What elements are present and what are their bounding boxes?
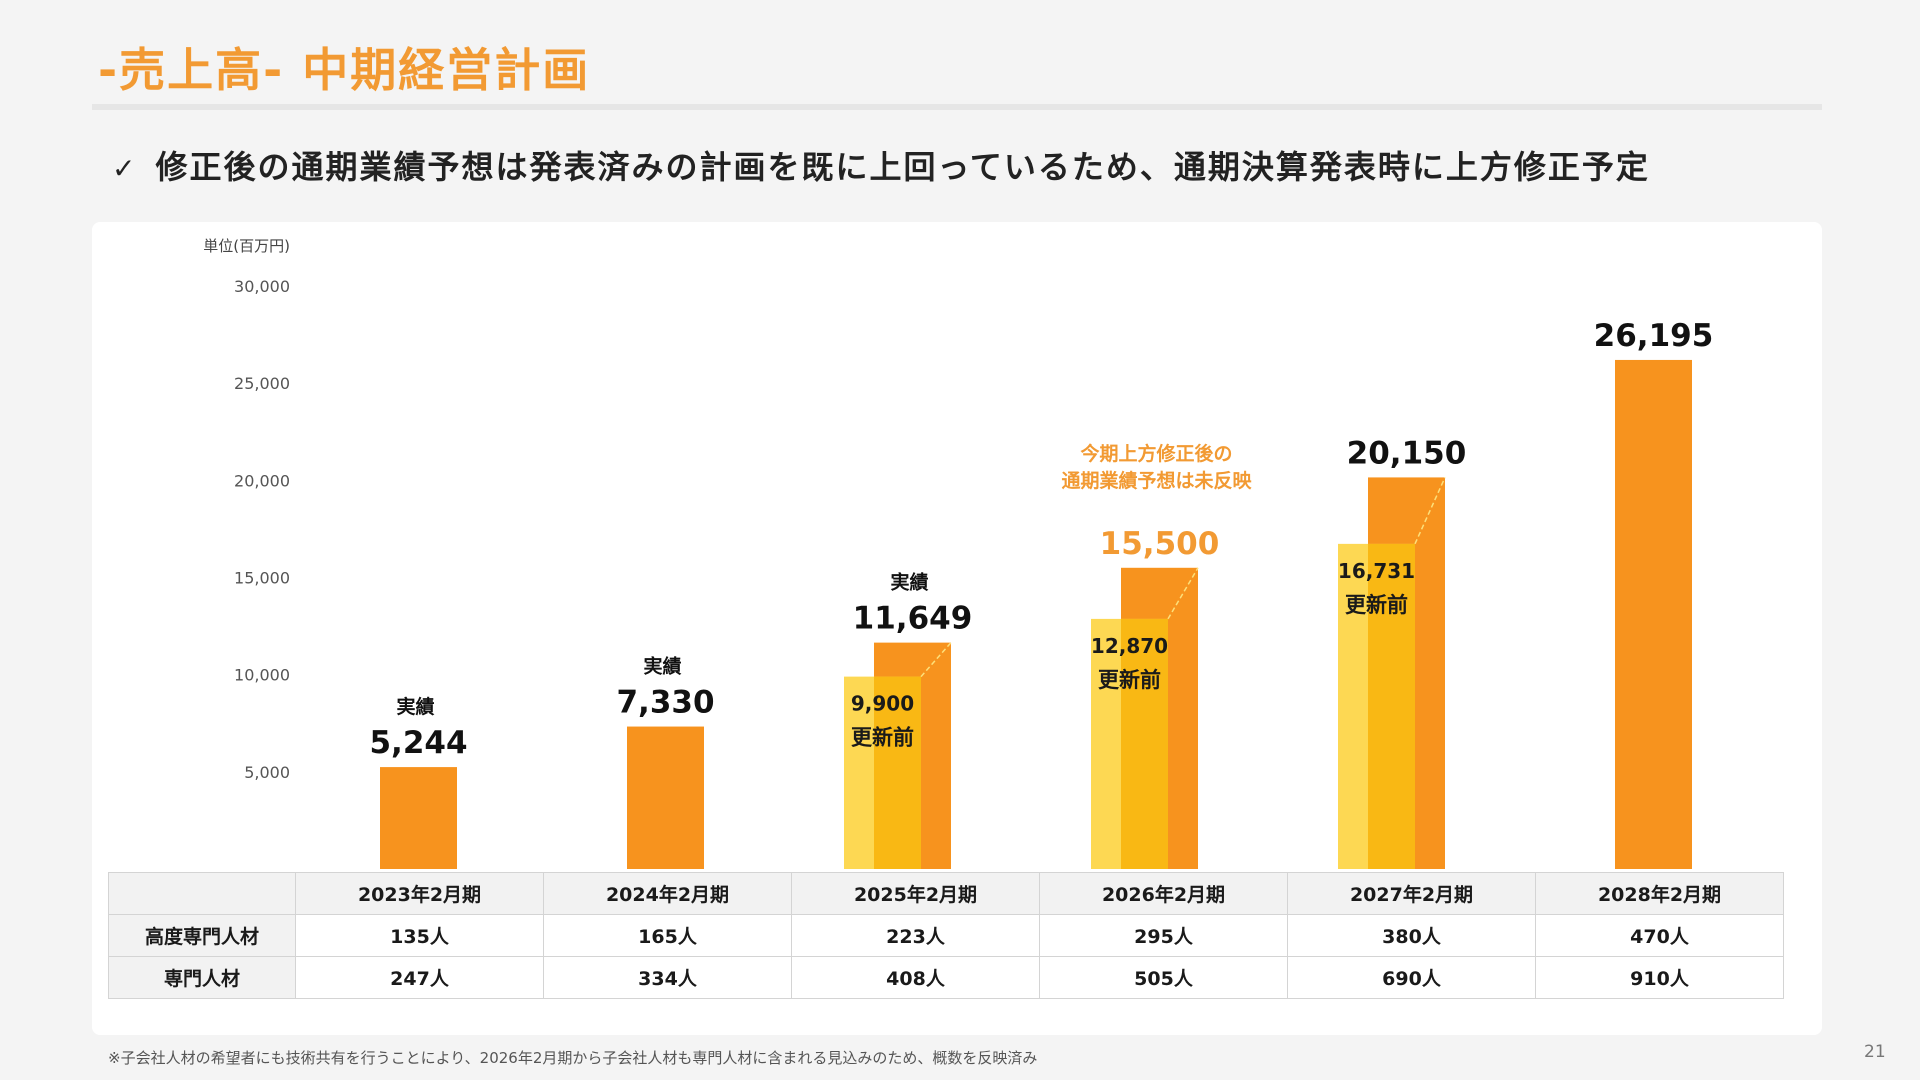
column-header: 2026年2月期 [1039,872,1288,915]
table-cell: 165人 [543,914,792,957]
connector-line [1414,477,1446,545]
previous-tag-label: 更新前 [851,726,914,750]
current-value-label: 20,150 [1347,435,1467,471]
actual-tag-label: 実績 [890,571,928,594]
footnote: ※子会社人材の希望者にも技術共有を行うことにより、2026年2月期から子会社人材… [108,1049,1038,1067]
row-header: 高度専門人材 [108,914,296,957]
annotation-line: 今期上方修正後の [1079,442,1232,465]
column-header: 2027年2月期 [1287,872,1536,915]
y-tick-label: 25,000 [234,374,290,393]
check-icon: ✓ [112,152,138,185]
table-row: 専門人材 247人 334人 408人 505人 690人 910人 [108,956,1784,999]
table-cell: 408人 [791,956,1040,999]
key-message-text: 修正後の通期業績予想は発表済みの計画を既に上回っているため、通期決算発表時に上方… [155,148,1650,186]
actual-tag-label: 実績 [643,655,681,678]
previous-value-label: 12,870 [1091,634,1168,658]
table-cell: 380人 [1287,914,1536,957]
bar-current [627,726,704,869]
bar-overlap [874,676,921,869]
previous-value-label: 16,731 [1338,559,1415,583]
y-tick-label: 20,000 [234,471,290,490]
y-tick-label: 15,000 [234,569,290,588]
key-message: ✓ 修正後の通期業績予想は発表済みの計画を既に上回っているため、通期決算発表時に上… [112,142,1650,188]
current-value-label: 15,500 [1100,526,1220,562]
unit-label: 単位(百万円) [203,237,290,255]
column-header: 2024年2月期 [543,872,792,915]
annotation-line: 通期業績予想は未反映 [1061,469,1252,492]
table-cell: 295人 [1039,914,1288,957]
bar-overlap [1121,618,1168,869]
bar-overlap [1368,543,1415,869]
table-cell: 135人 [295,914,544,957]
table-cell: 223人 [791,914,1040,957]
table-header-row: 2023年2月期 2024年2月期 2025年2月期 2026年2月期 2027… [108,872,1784,915]
actual-tag-label: 実績 [396,695,434,718]
current-value-label: 7,330 [616,685,714,721]
table-cell: 690人 [1287,956,1536,999]
current-value-label: 11,649 [853,601,973,637]
page-title: -売上高- 中期経営計画 [98,43,591,97]
table-cell: 505人 [1039,956,1288,999]
column-header: 2023年2月期 [295,872,544,915]
table-row: 高度専門人材 135人 165人 223人 295人 380人 470人 [108,914,1784,957]
current-value-label: 26,195 [1594,318,1714,354]
staff-table: 2023年2月期 2024年2月期 2025年2月期 2026年2月期 2027… [108,872,1784,999]
bar-current [380,767,457,869]
y-tick-label: 30,000 [234,277,290,296]
y-tick-label: 10,000 [234,666,290,685]
table-cell: 910人 [1535,956,1784,999]
bar-current [1615,359,1692,869]
table-corner [108,872,296,915]
column-header: 2028年2月期 [1535,872,1784,915]
table-cell: 247人 [295,956,544,999]
y-tick-label: 5,000 [244,763,290,782]
previous-tag-label: 更新前 [1345,593,1408,617]
column-header: 2025年2月期 [791,872,1040,915]
previous-tag-label: 更新前 [1098,668,1161,692]
current-value-label: 5,244 [369,725,467,761]
title-divider [92,104,1822,110]
previous-value-label: 9,900 [851,692,914,716]
table-cell: 470人 [1535,914,1784,957]
row-header: 専門人材 [108,956,296,999]
page-number: 21 [1864,1042,1886,1062]
connector-line [1167,567,1199,620]
table-cell: 334人 [543,956,792,999]
